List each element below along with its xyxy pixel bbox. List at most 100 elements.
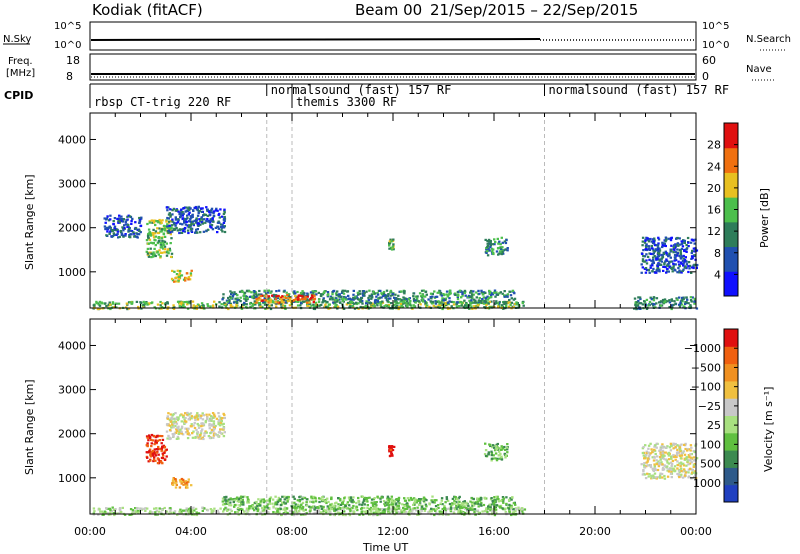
heatmap-cell xyxy=(472,298,476,301)
heatmap-cell xyxy=(670,464,673,467)
colorbar-tick-label: −500 xyxy=(691,361,721,374)
heatmap-cell xyxy=(469,289,473,293)
heatmap-cell xyxy=(673,268,676,271)
heatmap-cell xyxy=(489,294,493,297)
heatmap-cell xyxy=(163,445,167,448)
heatmap-cell xyxy=(418,499,422,502)
heatmap-cell xyxy=(489,509,492,512)
heatmap-cell xyxy=(298,500,301,503)
heatmap-cell xyxy=(154,511,157,514)
heatmap-cell xyxy=(352,511,356,514)
heatmap-cell xyxy=(382,500,386,503)
heatmap-cell xyxy=(653,445,656,448)
heatmap-cell xyxy=(677,263,681,266)
heatmap-cell xyxy=(185,507,188,510)
heatmap-cell xyxy=(504,248,507,251)
heatmap-cell xyxy=(491,250,494,253)
heatmap-cell xyxy=(134,507,137,510)
heatmap-cell xyxy=(308,512,312,515)
heatmap-cell xyxy=(422,300,425,303)
heatmap-cell xyxy=(232,293,236,296)
heatmap-cell xyxy=(263,289,266,292)
heatmap-cell xyxy=(352,296,355,299)
heatmap-cell xyxy=(245,299,248,302)
heatmap-cell xyxy=(160,306,164,309)
x-tick-label: 04:00 xyxy=(175,525,207,538)
heatmap-cell xyxy=(176,426,180,430)
heatmap-cell xyxy=(383,511,386,514)
heatmap-cell xyxy=(113,225,117,228)
heatmap-cell xyxy=(208,422,211,426)
heatmap-cell xyxy=(387,500,391,503)
heatmap-cell xyxy=(334,292,338,295)
heatmap-cell xyxy=(472,293,475,296)
heatmap-cell xyxy=(335,501,338,504)
heatmap-cell xyxy=(349,499,353,502)
heatmap-cell xyxy=(350,298,353,301)
heatmap-cell xyxy=(487,238,491,241)
heatmap-cell xyxy=(185,277,188,280)
heatmap-cell xyxy=(127,224,130,227)
heatmap-cell xyxy=(172,422,176,425)
heatmap-cell xyxy=(382,292,386,295)
heatmap-cell xyxy=(693,476,696,479)
heatmap-cell xyxy=(674,244,678,247)
heatmap-cell xyxy=(676,444,679,447)
heatmap-cell xyxy=(494,295,497,298)
heatmap-cell xyxy=(148,449,151,453)
heatmap-cell xyxy=(201,428,204,431)
heatmap-cell xyxy=(144,302,147,305)
heatmap-cell xyxy=(194,305,197,308)
heatmap-cell xyxy=(372,514,375,517)
heatmap-cell xyxy=(678,462,681,465)
heatmap-cell xyxy=(202,414,206,417)
heatmap-cell xyxy=(152,241,155,245)
heatmap-cell xyxy=(510,498,513,501)
heatmap-cell xyxy=(642,249,645,252)
heatmap-cell xyxy=(138,221,141,224)
heatmap-cell xyxy=(466,509,469,513)
heatmap-cell xyxy=(196,418,200,421)
heatmap-cell xyxy=(358,513,361,516)
heatmap-cell xyxy=(152,221,156,224)
heatmap-cell xyxy=(363,496,367,499)
heatmap-cell xyxy=(276,500,280,503)
x-tick-label: 00:00 xyxy=(74,525,106,538)
heatmap-cell xyxy=(294,295,297,298)
heatmap-cell xyxy=(358,298,361,301)
heatmap-cell xyxy=(377,289,381,292)
heatmap-cell xyxy=(159,304,162,307)
x-tick-label: 20:00 xyxy=(579,525,611,538)
heatmap-cell xyxy=(284,296,288,300)
heatmap-cell xyxy=(652,252,655,255)
heatmap-cell xyxy=(137,511,140,514)
heatmap-cell xyxy=(251,505,254,508)
heatmap-cell xyxy=(238,290,242,293)
heatmap-cell xyxy=(378,511,381,514)
heatmap-cell xyxy=(485,248,488,251)
heatmap-cell xyxy=(686,236,690,240)
heatmap-cell xyxy=(154,239,157,242)
nsky-panel xyxy=(89,21,697,51)
heatmap-cell xyxy=(456,301,459,304)
heatmap-cell xyxy=(679,252,682,256)
heatmap-cell xyxy=(680,473,683,476)
heatmap-cell xyxy=(341,289,344,292)
heatmap-cell xyxy=(117,236,120,239)
heatmap-cell xyxy=(388,445,391,448)
heatmap-cell xyxy=(463,299,466,302)
heatmap-cell xyxy=(445,496,448,499)
heatmap-cell xyxy=(647,455,651,458)
velocity-colorbar-label: Velocity [m s⁻¹] xyxy=(762,387,775,472)
heatmap-cell xyxy=(652,248,655,251)
heatmap-cell xyxy=(352,496,355,499)
heatmap-cell xyxy=(179,480,182,483)
heatmap-cell xyxy=(395,511,398,514)
nsearch-label: N.Search xyxy=(746,34,791,45)
heatmap-cell xyxy=(499,452,502,455)
heatmap-cell xyxy=(196,303,200,306)
heatmap-cell xyxy=(182,304,185,308)
heatmap-cell xyxy=(298,506,302,509)
heatmap-cell xyxy=(103,225,107,228)
heatmap-cell xyxy=(118,511,121,514)
